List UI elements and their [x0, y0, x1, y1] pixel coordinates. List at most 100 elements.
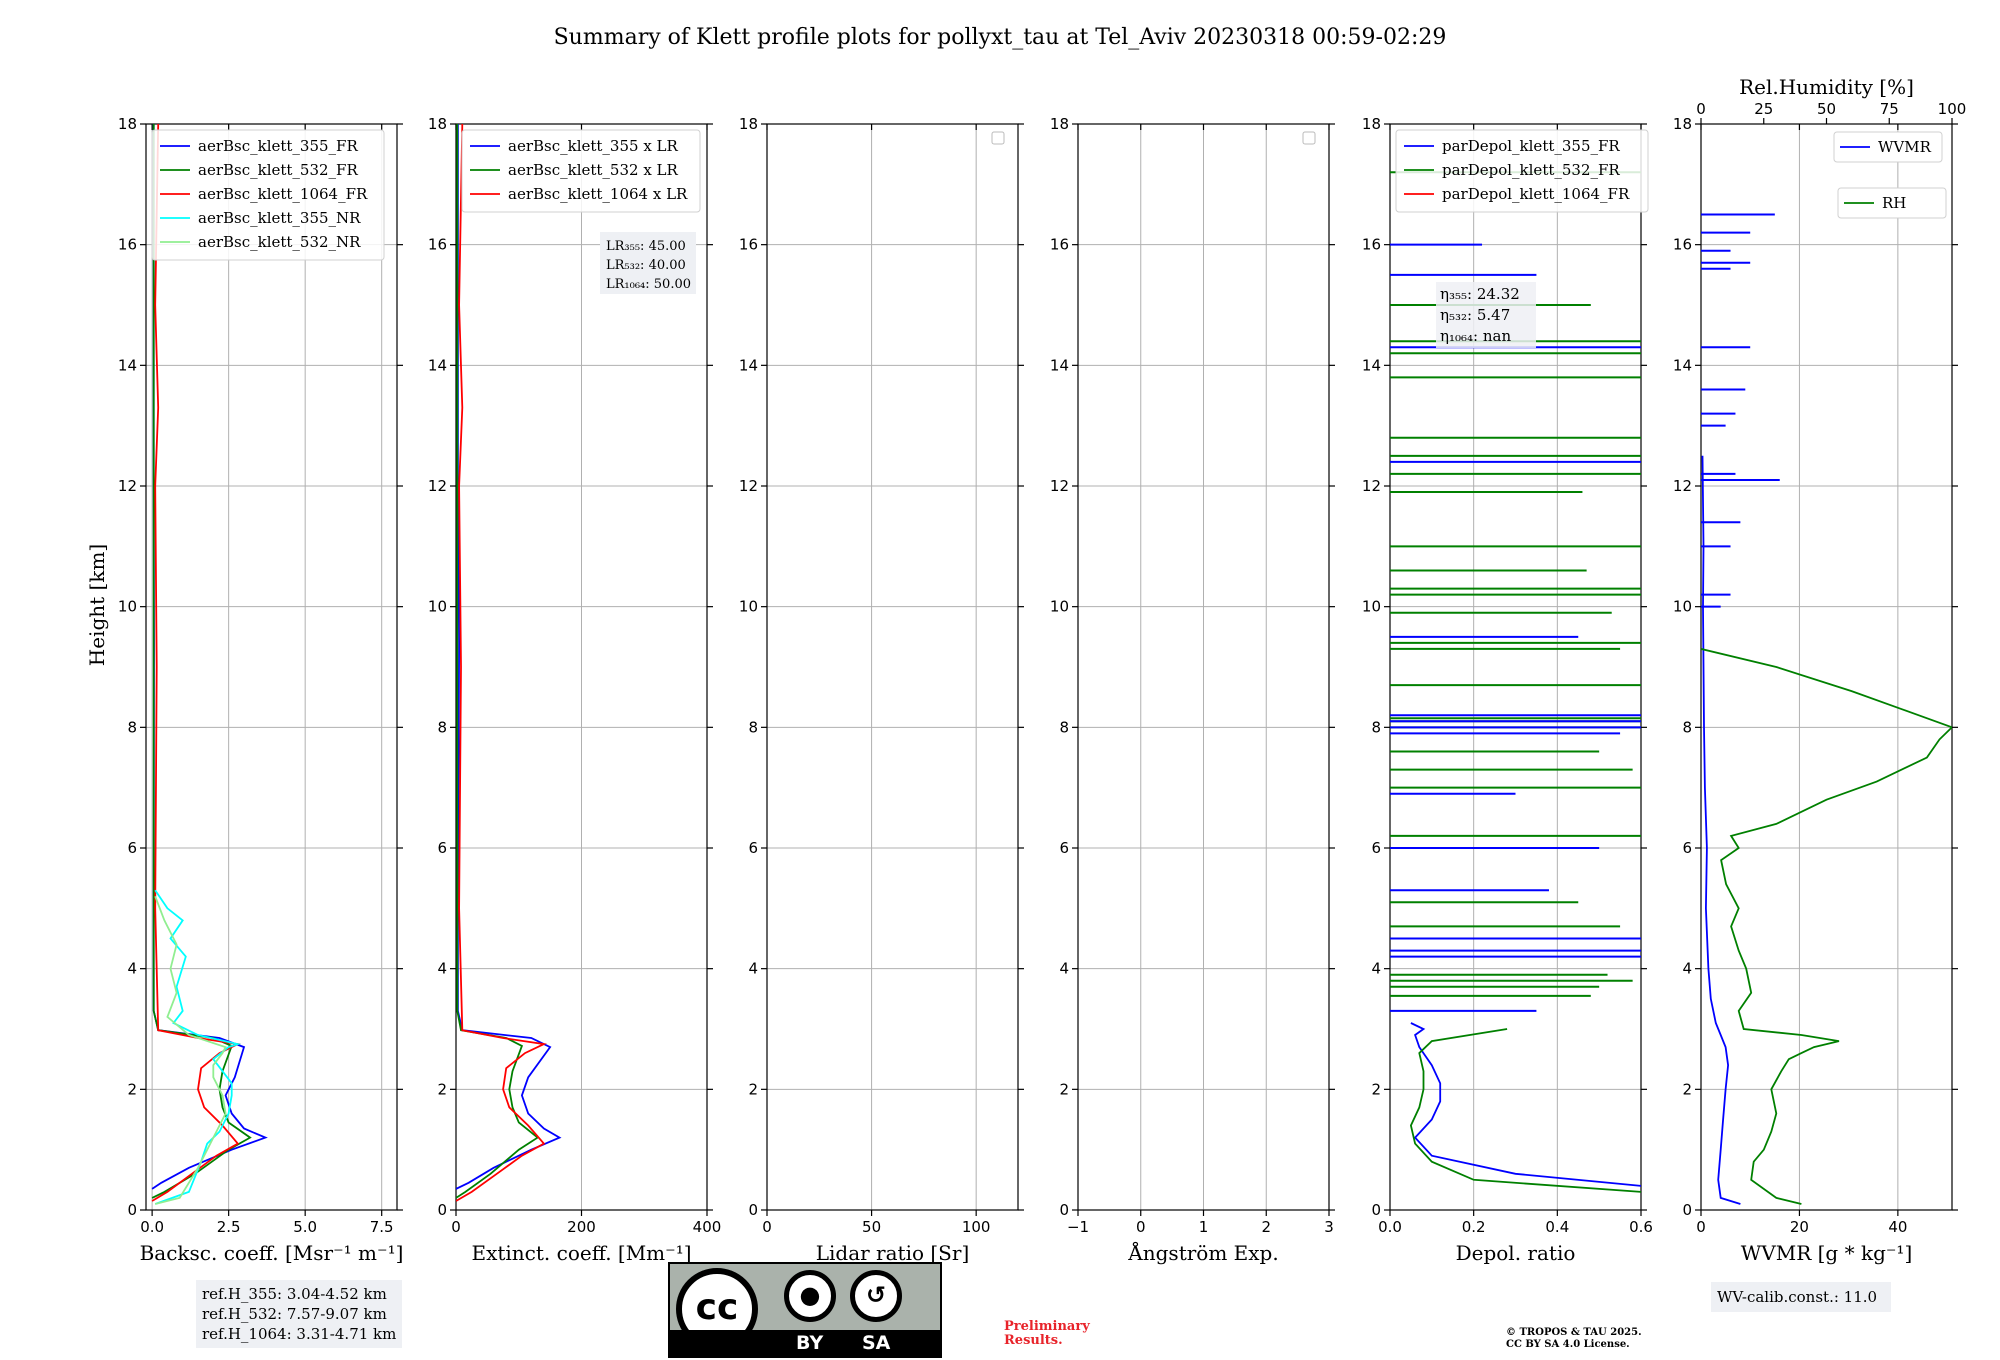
y-tick-label: 12 [1050, 477, 1069, 495]
x-tick-label: 200 [567, 1218, 596, 1236]
legend-label: aerBsc_klett_532 x LR [508, 161, 679, 179]
preliminary-note: Preliminary Results. [1004, 1320, 1090, 1348]
y-tick-label: 6 [1371, 839, 1381, 857]
y-tick-label: 18 [118, 115, 137, 133]
wv-calib-annotation: WV-calib.const.: 11.0 [1717, 1288, 1877, 1306]
series-line-aerBsc_klett_532 x LR [456, 124, 540, 1199]
y-tick-label: 4 [127, 960, 137, 978]
panel-frame [145, 123, 398, 1211]
x-tick-label: 0.4 [1545, 1218, 1569, 1236]
x-tick-label: 2 [1261, 1218, 1271, 1236]
series-line-parDepol_klett_355_FR [1410, 1022, 1641, 1187]
y-tick-label: 0 [127, 1201, 137, 1219]
x-tick-label: 100 [962, 1218, 991, 1236]
y-tick-label: 14 [428, 356, 447, 374]
preliminary-line1: Preliminary [1004, 1319, 1090, 1334]
x-tick-label: 400 [693, 1218, 722, 1236]
figure-title: Summary of Klett profile plots for polly… [554, 25, 1447, 50]
legend: aerBsc_klett_355_FR aerBsc_klett_532_FRae… [151, 129, 385, 261]
empty-legend-icon [991, 131, 1005, 145]
y-tick-label: 16 [739, 236, 758, 254]
y-tick-label: 12 [1362, 477, 1381, 495]
x-axis-label: Depol. ratio [1456, 1241, 1576, 1265]
refh-355: ref.H_355: 3.04-4.52 km [202, 1285, 387, 1303]
eta-annotation: η₅₃₂: 5.47 [1440, 306, 1510, 324]
y-tick-label: 10 [739, 598, 758, 616]
y-tick-label: 4 [748, 960, 758, 978]
y-tick-label: 16 [1673, 236, 1692, 254]
x-tick-label: 0.0 [1378, 1218, 1402, 1236]
series-line-aerBsc_klett_1064_FR [151, 124, 241, 1202]
legend-label: parDepol_klett_532_FR [1442, 161, 1620, 179]
y-tick-label: 8 [748, 718, 758, 736]
y-tick-label: 16 [1362, 236, 1381, 254]
preliminary-line2: Results. [1004, 1333, 1063, 1348]
y-tick-label: 18 [739, 115, 758, 133]
panel-frame [1389, 123, 1642, 1211]
x-axis-label: Lidar ratio [Sr] [816, 1241, 970, 1265]
cc-bottom-bar [670, 1330, 940, 1356]
plot-area [151, 124, 268, 1205]
y-tick-label: 16 [428, 236, 447, 254]
x-tick-label: 2.5 [217, 1218, 241, 1236]
panel-frame [1700, 123, 1953, 1211]
y-tick-label: 6 [748, 839, 758, 857]
y-tick-label: 2 [748, 1080, 758, 1098]
by-label: BY [796, 1332, 824, 1354]
series-line-aerBsc_klett_1064 x LR [456, 124, 547, 1202]
legend: aerBsc_klett_355 x LR aerBsc_klett_532 x … [461, 129, 701, 213]
y-tick-label: 14 [118, 356, 137, 374]
y-axis-label: Height [km] [85, 544, 109, 666]
y-tick-label: 12 [428, 477, 447, 495]
series-line-aerBsc_klett_355_FR [151, 124, 268, 1190]
lr-annotation: LR₁₀₆₄: 50.00 [606, 277, 691, 292]
legend-box [151, 129, 385, 261]
eta-annotation: η₁₀₆₄: nan [1440, 327, 1511, 345]
y-tick-label: 4 [437, 960, 447, 978]
legend-label: aerBsc_klett_355_NR [198, 209, 361, 227]
y-tick-label: 10 [118, 598, 137, 616]
y-tick-label: 12 [739, 477, 758, 495]
x-tick-label: 0 [762, 1218, 772, 1236]
y-tick-label: 0 [748, 1201, 758, 1219]
top-x-tick-label: 0 [1696, 100, 1706, 118]
legend-box [461, 129, 701, 213]
y-tick-label: 18 [428, 115, 447, 133]
x-tick-label: 0 [1696, 1218, 1706, 1236]
refh-1064: ref.H_1064: 3.31-4.71 km [202, 1325, 397, 1343]
panel-5: 0 2 4 6 8 10 12 14 16 18 0.0 0.2 0.4 0.6 Depol. ratio p… [1362, 115, 1653, 1265]
series-line-RH [1701, 648, 1952, 1205]
series-line-aerBsc_klett_532_FR [151, 124, 252, 1199]
y-tick-label: 14 [1673, 356, 1692, 374]
y-tick-label: 6 [1682, 839, 1692, 857]
x-tick-label: 40 [1888, 1218, 1907, 1236]
y-tick-label: 10 [1362, 598, 1381, 616]
x-axis-label: WVMR [g * kg⁻¹] [1741, 1241, 1913, 1265]
eta-annotation-box [1436, 282, 1536, 348]
legend-box [1833, 131, 1943, 163]
top-x-tick-label: 75 [1880, 100, 1899, 118]
panel-frame [766, 123, 1019, 1211]
y-tick-label: 0 [1059, 1201, 1069, 1219]
legend-label: aerBsc_klett_355 x LR [508, 137, 679, 155]
sa-label: SA [862, 1332, 891, 1354]
by-person-icon: ● [784, 1270, 836, 1322]
y-tick-label: 8 [127, 718, 137, 736]
series-line-aerBsc_klett_532_NR [154, 895, 227, 1205]
legend-label: parDepol_klett_355_FR [1442, 137, 1620, 155]
lr-annotation: LR₃₅₅: 45.00 [606, 239, 686, 254]
top-x-tick-label: 100 [1938, 100, 1967, 118]
y-tick-label: 10 [1050, 598, 1069, 616]
y-tick-label: 2 [127, 1080, 137, 1098]
sa-share-icon: ↺ [850, 1270, 902, 1322]
legend-label: aerBsc_klett_532_FR [198, 161, 358, 179]
y-tick-label: 12 [1673, 477, 1692, 495]
plot-area [456, 124, 562, 1202]
legend-label: parDepol_klett_1064_FR [1442, 185, 1630, 203]
top-x-axis-label: Rel.Humidity [%] [1739, 75, 1914, 99]
y-tick-label: 12 [118, 477, 137, 495]
